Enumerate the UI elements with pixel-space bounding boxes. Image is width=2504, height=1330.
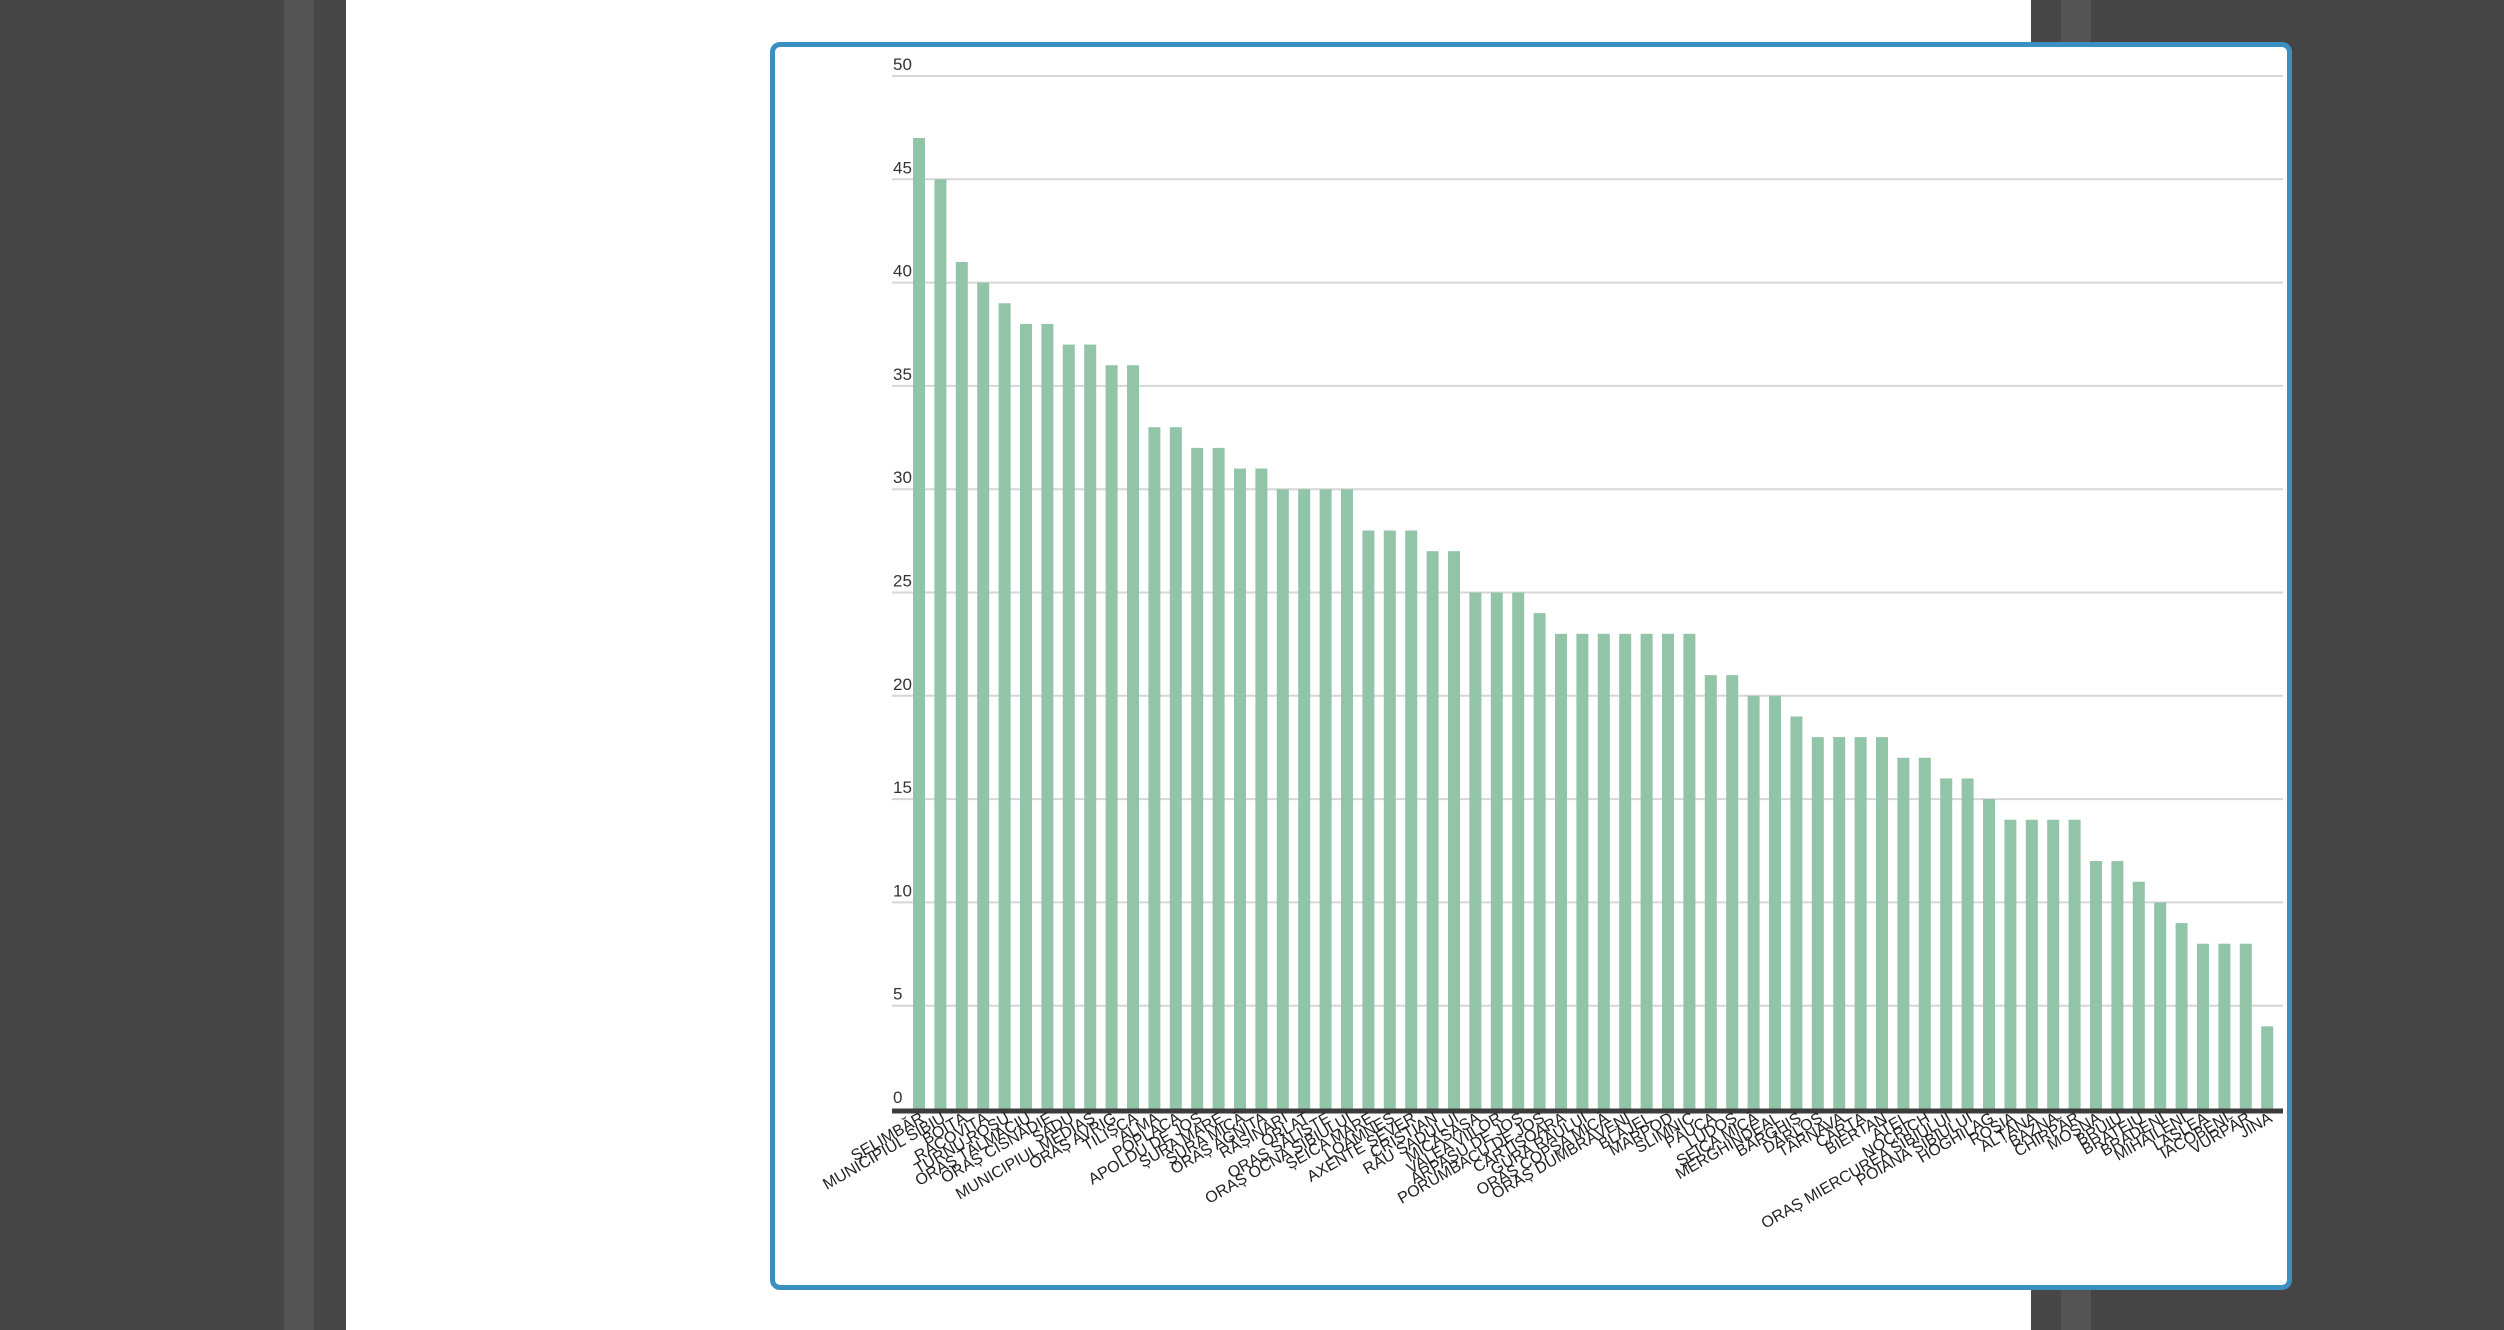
chart-frame: 0 5 10 15 20 25 30 35 40 45 50 ȘELIMBĂR MUNICIPIUL … <box>770 42 2292 1290</box>
bar <box>2090 861 2102 1109</box>
left-edge-stripe <box>284 0 314 1330</box>
bar <box>1704 675 1717 1109</box>
bar <box>2175 923 2188 1109</box>
y-tick-label: 45 <box>893 158 912 177</box>
bar <box>1255 468 1268 1109</box>
y-tick-label: 20 <box>893 675 912 694</box>
y-tick-label: 5 <box>893 985 902 1004</box>
bar <box>2239 943 2252 1109</box>
bar <box>1212 447 1225 1109</box>
bar <box>1640 633 1653 1109</box>
y-tick-label: 35 <box>893 365 912 384</box>
bar <box>1683 633 1696 1109</box>
bar <box>1426 551 1439 1109</box>
bar <box>1769 695 1781 1109</box>
bar <box>2004 819 2017 1109</box>
bar <box>1084 344 1097 1110</box>
bar <box>1234 468 1246 1109</box>
y-tick-label: 15 <box>893 778 912 797</box>
bar <box>1362 530 1375 1109</box>
y-axis-ticks: 0 5 10 15 20 25 30 35 40 45 50 <box>893 55 912 1107</box>
y-tick-label: 25 <box>893 572 912 591</box>
bar <box>1148 427 1161 1110</box>
bar <box>1662 633 1674 1109</box>
bar <box>1448 551 1460 1109</box>
bar <box>1405 530 1418 1109</box>
bar <box>1726 675 1739 1109</box>
bar <box>1041 323 1054 1109</box>
bar <box>1276 489 1289 1109</box>
bar <box>913 137 925 1110</box>
bar <box>2261 1026 2274 1109</box>
y-tick-label: 50 <box>893 55 912 74</box>
bar <box>1105 365 1118 1109</box>
bar <box>1490 592 1503 1109</box>
bar <box>1169 427 1182 1110</box>
y-tick-label: 40 <box>893 262 912 281</box>
bar <box>1062 344 1075 1110</box>
bar <box>1897 757 1910 1109</box>
bar <box>2197 943 2209 1109</box>
bar <box>1854 737 1867 1109</box>
bar <box>1469 592 1482 1109</box>
bar <box>1319 489 1332 1109</box>
y-tick-label: 10 <box>893 881 912 900</box>
bar <box>2025 819 2038 1109</box>
bar <box>998 303 1011 1109</box>
bar <box>977 282 990 1110</box>
bar <box>2068 819 2081 1109</box>
bar <box>1918 757 1931 1109</box>
y-tick-label: 30 <box>893 468 912 487</box>
bar <box>1790 716 1803 1109</box>
bar <box>1576 633 1589 1109</box>
bar <box>1961 778 1974 1109</box>
bar <box>1597 633 1610 1109</box>
bar <box>2047 819 2060 1109</box>
bar <box>2218 943 2231 1109</box>
bar <box>1619 633 1632 1109</box>
bar <box>1555 633 1567 1109</box>
bar <box>1191 447 1204 1109</box>
bar <box>1512 592 1525 1109</box>
bar <box>2111 861 2124 1109</box>
bar <box>1811 737 1824 1109</box>
bar <box>2154 902 2167 1109</box>
bar <box>1383 530 1396 1109</box>
bar <box>1533 613 1546 1109</box>
bar <box>2132 881 2145 1109</box>
y-tick-label: 0 <box>893 1088 902 1107</box>
bar <box>1341 489 1353 1109</box>
bar <box>1127 365 1139 1109</box>
bar <box>1983 799 1995 1109</box>
bar-chart: 0 5 10 15 20 25 30 35 40 45 50 ȘELIMBĂRMUNICIPIUL … <box>820 55 2283 1233</box>
bar <box>955 261 968 1109</box>
bars <box>913 137 2274 1110</box>
bar <box>1298 489 1311 1109</box>
bar <box>1876 737 1888 1109</box>
bar <box>1020 323 1032 1109</box>
document-page: 0 5 10 15 20 25 30 35 40 45 50 ȘELIMBĂR MUNICIPIUL … <box>346 0 2292 1330</box>
bar <box>1940 778 1953 1109</box>
bar <box>1833 737 1846 1109</box>
left-edge-stripe-inner <box>314 0 346 1330</box>
bar <box>934 179 947 1110</box>
bar <box>1747 695 1760 1109</box>
